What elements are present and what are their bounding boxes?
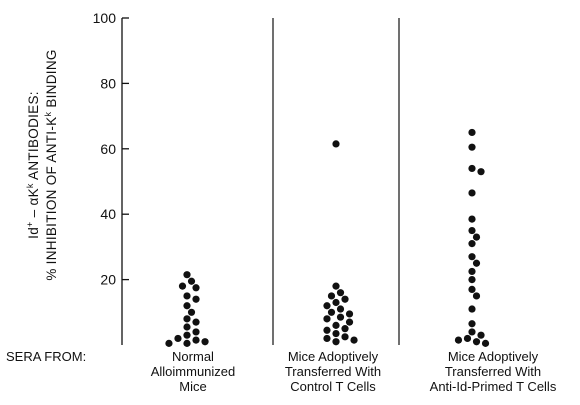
chart-axes: 20 40 60 80 100 bbox=[93, 10, 400, 345]
data-point bbox=[332, 298, 340, 307]
group-label-line: Mice Adoptively bbox=[447, 349, 539, 364]
data-point bbox=[472, 338, 481, 346]
data-point bbox=[481, 339, 490, 347]
data-point bbox=[468, 215, 476, 223]
data-point bbox=[468, 128, 476, 137]
data-point bbox=[468, 240, 476, 248]
data-point bbox=[468, 189, 476, 197]
data-point bbox=[472, 233, 481, 241]
group-label-line: Control T Cells bbox=[290, 379, 376, 394]
data-point bbox=[187, 277, 196, 285]
data-point bbox=[183, 331, 191, 339]
data-point bbox=[183, 323, 191, 331]
y-tick-label: 80 bbox=[100, 75, 116, 91]
data-point bbox=[468, 305, 476, 313]
group-label-line: Transferred With bbox=[444, 364, 542, 379]
y-axis-title: Id+ – αKk ANTIBODIES: % INHIBITION OF AN… bbox=[25, 49, 59, 280]
data-point bbox=[183, 302, 191, 310]
data-point bbox=[468, 267, 476, 276]
data-point bbox=[468, 328, 476, 336]
data-point bbox=[327, 292, 336, 300]
data-point bbox=[468, 285, 476, 294]
data-point bbox=[341, 333, 349, 341]
group-label-normal: Normal Alloimmunized Mice bbox=[118, 349, 268, 394]
data-point bbox=[468, 226, 476, 235]
group-label-line: Anti-Id-Primed T Cells bbox=[429, 379, 557, 394]
data-point bbox=[472, 292, 481, 300]
y-axis-title-line1: Id+ – αKk ANTIBODIES: bbox=[25, 91, 41, 239]
data-point bbox=[350, 336, 358, 344]
data-point bbox=[323, 334, 331, 343]
data-point bbox=[468, 320, 476, 328]
data-point bbox=[332, 140, 340, 148]
data-point bbox=[454, 336, 463, 344]
group-label-anti-id: Mice Adoptively Transferred With Anti-Id… bbox=[406, 349, 580, 394]
y-tick-label: 20 bbox=[100, 272, 116, 288]
group-label-line: Alloimmunized bbox=[150, 364, 236, 379]
group-label-line: Normal bbox=[172, 349, 214, 364]
data-point bbox=[468, 276, 476, 284]
data-point bbox=[201, 338, 209, 346]
y-tick-label: 100 bbox=[93, 10, 117, 26]
data-point bbox=[192, 336, 200, 344]
data-points bbox=[165, 128, 490, 347]
data-point bbox=[341, 325, 349, 333]
data-point bbox=[472, 259, 481, 267]
row-label-sera-from: SERA FROM: bbox=[6, 349, 87, 364]
data-point bbox=[323, 302, 331, 310]
group-label-line: Mice Adoptively bbox=[287, 349, 379, 364]
y-tick-label: 60 bbox=[100, 141, 116, 157]
data-point bbox=[192, 328, 200, 336]
data-point bbox=[345, 318, 354, 326]
y-axis-title-line2: % INHIBITION OF ANTI-Kk BINDING bbox=[43, 49, 59, 280]
data-point bbox=[336, 305, 345, 313]
group-label-line: Transferred With bbox=[284, 364, 382, 379]
data-point bbox=[468, 143, 476, 151]
group-label-control: Mice Adoptively Transferred With Control… bbox=[258, 349, 408, 394]
data-point bbox=[192, 295, 200, 303]
data-point bbox=[183, 292, 191, 300]
data-point bbox=[192, 284, 200, 292]
data-point bbox=[468, 164, 476, 173]
data-point bbox=[174, 334, 182, 343]
data-point bbox=[341, 295, 349, 303]
data-point bbox=[332, 282, 340, 290]
y-tick-label: 40 bbox=[100, 206, 116, 222]
data-point bbox=[463, 334, 472, 343]
data-point bbox=[332, 321, 340, 329]
data-point bbox=[183, 271, 191, 279]
data-point bbox=[192, 318, 200, 326]
data-point bbox=[468, 253, 476, 261]
data-point bbox=[323, 315, 331, 323]
data-point bbox=[477, 331, 485, 339]
data-point bbox=[336, 289, 345, 297]
group-label-line: Mice bbox=[179, 379, 207, 394]
data-point bbox=[178, 282, 187, 290]
data-point bbox=[183, 339, 191, 347]
data-point bbox=[345, 310, 354, 318]
data-point bbox=[336, 313, 345, 321]
data-point bbox=[332, 338, 340, 346]
data-point bbox=[327, 308, 336, 316]
data-point bbox=[477, 168, 485, 176]
data-point bbox=[332, 329, 340, 338]
data-point bbox=[323, 326, 331, 334]
data-point bbox=[165, 339, 173, 347]
data-point bbox=[187, 308, 196, 316]
data-point bbox=[183, 315, 191, 323]
